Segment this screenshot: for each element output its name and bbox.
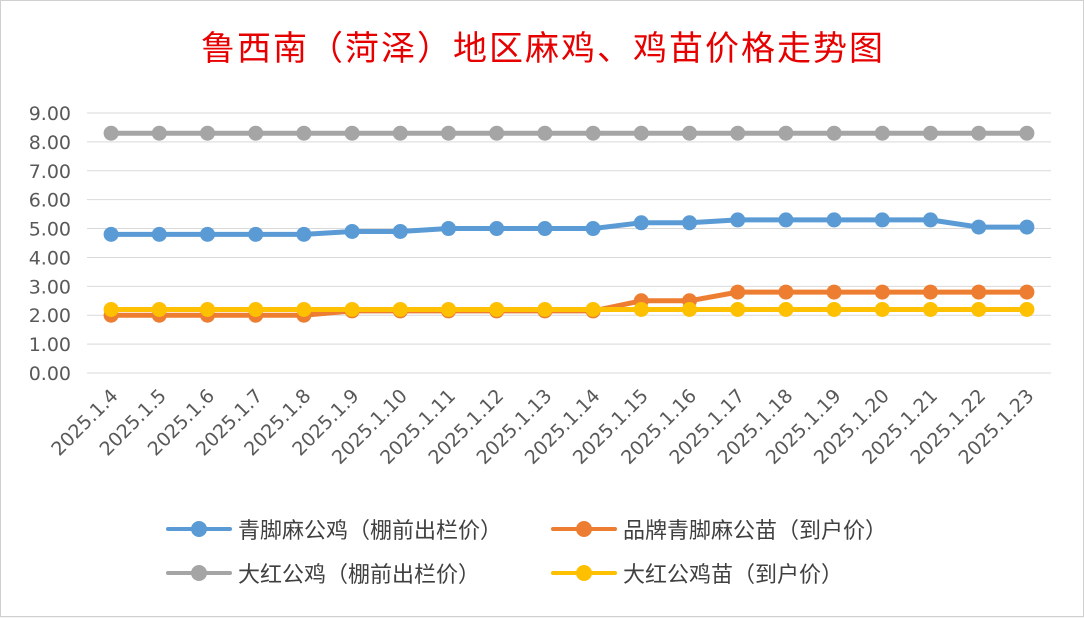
legend-item-series-2[interactable]: 品牌青脚麻公苗（到户价） bbox=[551, 513, 887, 545]
y-tick-label: 5.00 bbox=[29, 219, 71, 241]
y-tick-label: 0.00 bbox=[29, 363, 71, 385]
data-point bbox=[971, 219, 987, 235]
legend-item-series-1[interactable]: 青脚麻公鸡（棚前出栏价） bbox=[166, 513, 502, 545]
data-point bbox=[1019, 284, 1035, 300]
legend-label-series-1: 青脚麻公鸡（棚前出栏价） bbox=[238, 519, 503, 544]
data-point bbox=[874, 284, 890, 300]
data-point bbox=[778, 284, 794, 300]
data-point bbox=[392, 301, 408, 317]
y-axis: 0.00 1.00 2.00 3.00 4.00 5.00 6.00 7.00 8.00 9.00 bbox=[29, 103, 71, 385]
data-point bbox=[1019, 219, 1035, 235]
data-point bbox=[441, 301, 456, 317]
data-point bbox=[296, 226, 312, 242]
legend-swatch-series-1 bbox=[166, 519, 232, 539]
data-point bbox=[778, 212, 794, 228]
data-point bbox=[778, 125, 794, 141]
data-point bbox=[923, 301, 938, 317]
legend-swatch-series-2 bbox=[551, 519, 617, 539]
data-point bbox=[826, 212, 842, 228]
data-point bbox=[1019, 301, 1035, 317]
data-point bbox=[151, 125, 167, 141]
data-point bbox=[971, 284, 987, 300]
legend-label-series-3: 大红公鸡（棚前出栏价） bbox=[238, 563, 481, 588]
data-point bbox=[730, 125, 746, 141]
chart-title: 鲁西南（菏泽）地区麻鸡、鸡苗价格走势图 bbox=[201, 29, 885, 69]
data-point bbox=[730, 284, 746, 300]
legend-swatch-series-4 bbox=[551, 563, 617, 583]
data-point bbox=[344, 301, 360, 317]
data-point bbox=[441, 221, 456, 237]
data-point bbox=[248, 125, 264, 141]
data-point bbox=[585, 125, 601, 141]
data-point bbox=[730, 301, 746, 317]
data-point bbox=[633, 125, 649, 141]
x-axis: 2025.1.42025.1.52025.1.62025.1.72025.1.8… bbox=[47, 385, 1038, 469]
data-point bbox=[633, 301, 649, 317]
data-point bbox=[392, 125, 408, 141]
data-point bbox=[682, 301, 697, 317]
data-point bbox=[1019, 125, 1035, 141]
data-point bbox=[248, 301, 264, 317]
data-point bbox=[826, 301, 842, 317]
y-tick-label: 9.00 bbox=[29, 103, 71, 125]
data-point bbox=[730, 212, 746, 228]
data-point bbox=[537, 301, 553, 317]
y-tick-label: 1.00 bbox=[29, 334, 71, 356]
data-point bbox=[200, 301, 215, 317]
data-point bbox=[874, 212, 890, 228]
data-point bbox=[344, 223, 360, 239]
data-point bbox=[296, 301, 312, 317]
legend-label-series-4: 大红公鸡苗（到户价） bbox=[623, 563, 844, 588]
y-tick-label: 6.00 bbox=[29, 190, 71, 212]
y-tick-label: 8.00 bbox=[29, 132, 71, 154]
legend-label-series-2: 品牌青脚麻公苗（到户价） bbox=[623, 519, 888, 544]
data-point bbox=[200, 125, 215, 141]
data-point bbox=[151, 226, 167, 242]
grid-lines bbox=[87, 112, 1051, 374]
data-point bbox=[489, 125, 505, 141]
data-point bbox=[200, 226, 215, 242]
legend-item-series-4[interactable]: 大红公鸡苗（到户价） bbox=[551, 557, 843, 589]
data-point bbox=[441, 125, 456, 141]
data-point bbox=[874, 301, 890, 317]
data-point bbox=[344, 125, 360, 141]
data-point bbox=[296, 125, 312, 141]
y-tick-label: 3.00 bbox=[29, 276, 71, 298]
data-point bbox=[537, 221, 553, 237]
data-point bbox=[923, 125, 938, 141]
data-point bbox=[923, 212, 938, 228]
data-point bbox=[489, 221, 505, 237]
series-line-1 bbox=[108, 217, 1030, 237]
data-point bbox=[778, 301, 794, 317]
data-point bbox=[248, 226, 264, 242]
data-point bbox=[633, 215, 649, 231]
data-point bbox=[585, 301, 601, 317]
data-point bbox=[103, 226, 119, 242]
data-point bbox=[537, 125, 553, 141]
data-point bbox=[826, 284, 842, 300]
data-point bbox=[392, 223, 408, 239]
series-lines bbox=[103, 125, 1035, 323]
data-point bbox=[103, 125, 119, 141]
data-point bbox=[682, 125, 697, 141]
legend-item-series-3[interactable]: 大红公鸡（棚前出栏价） bbox=[166, 557, 480, 589]
data-point bbox=[971, 301, 987, 317]
y-tick-label: 2.00 bbox=[29, 305, 71, 327]
data-point bbox=[585, 221, 601, 237]
data-point bbox=[874, 125, 890, 141]
data-point bbox=[923, 284, 938, 300]
data-point bbox=[826, 125, 842, 141]
data-point bbox=[489, 301, 505, 317]
data-point bbox=[103, 301, 119, 317]
y-tick-label: 4.00 bbox=[29, 247, 71, 269]
data-point bbox=[151, 301, 167, 317]
legend-swatch-series-3 bbox=[166, 563, 232, 583]
y-tick-label: 7.00 bbox=[29, 161, 71, 183]
data-point bbox=[971, 125, 987, 141]
data-point bbox=[682, 215, 697, 231]
